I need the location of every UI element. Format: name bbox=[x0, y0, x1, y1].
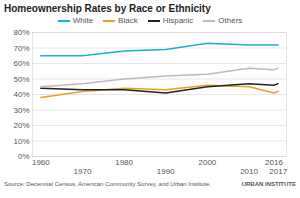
svg-text:30%: 30% bbox=[13, 106, 29, 115]
svg-text:2017: 2017 bbox=[269, 167, 287, 176]
svg-text:1960: 1960 bbox=[32, 158, 50, 167]
svg-text:1990: 1990 bbox=[157, 167, 175, 176]
html-text:URBAN INSTITUTE: URBAN INSTITUTE bbox=[241, 181, 296, 187]
svg-text:70%: 70% bbox=[13, 44, 29, 53]
svg-text:1970: 1970 bbox=[74, 167, 92, 176]
svg-text:2016: 2016 bbox=[265, 158, 283, 167]
html-text:White: White bbox=[72, 16, 94, 25]
svg-text:60%: 60% bbox=[13, 59, 29, 68]
svg-text:80%: 80% bbox=[13, 28, 29, 37]
svg-text:1980: 1980 bbox=[115, 158, 133, 167]
html-text:Black: Black bbox=[118, 16, 138, 25]
svg-text:2010: 2010 bbox=[240, 167, 258, 176]
svg-text:50%: 50% bbox=[13, 75, 29, 84]
svg-text:20%: 20% bbox=[13, 121, 29, 130]
svg-text:2000: 2000 bbox=[198, 158, 216, 167]
svg-text:40%: 40% bbox=[13, 90, 29, 99]
html-text:Source: Decennial Census, Amer: Source: Decennial Census, American Commu… bbox=[4, 181, 211, 187]
html-text:Hispanic: Hispanic bbox=[162, 16, 194, 25]
html-text:Homeownership Rates by Race or: Homeownership Rates by Race or Ethnicity bbox=[4, 3, 211, 14]
svg-text:0%: 0% bbox=[18, 152, 30, 161]
svg-text:10%: 10% bbox=[13, 137, 29, 146]
html-text:Others: Others bbox=[218, 16, 243, 25]
